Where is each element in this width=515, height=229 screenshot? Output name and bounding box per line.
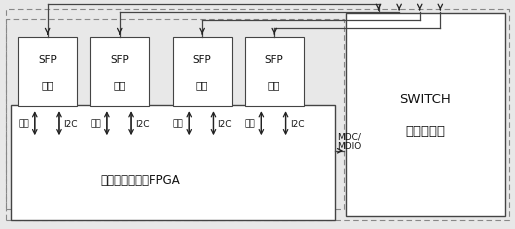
Bar [90, 38, 149, 106]
Bar [245, 38, 304, 106]
Text: SFP: SFP [110, 55, 129, 65]
Bar [346, 14, 505, 216]
Text: 主交换芯片: 主交换芯片 [405, 125, 445, 138]
Text: MDIO: MDIO [337, 141, 362, 150]
Text: 可编程逻辑器件FPGA: 可编程逻辑器件FPGA [101, 173, 181, 186]
Text: SFP: SFP [38, 55, 57, 65]
Text: 接口: 接口 [196, 80, 209, 90]
Text: I2C: I2C [289, 119, 304, 128]
Text: MDC/: MDC/ [337, 132, 361, 141]
Text: I2C: I2C [135, 119, 150, 128]
Text: SFP: SFP [193, 55, 212, 65]
Text: 接口: 接口 [41, 80, 54, 90]
Text: 接口: 接口 [268, 80, 281, 90]
Text: 在位: 在位 [90, 119, 101, 128]
Text: I2C: I2C [63, 119, 78, 128]
Bar [18, 38, 77, 106]
Text: I2C: I2C [217, 119, 232, 128]
Text: 在位: 在位 [173, 119, 183, 128]
Text: SWITCH: SWITCH [400, 93, 451, 106]
Bar [11, 105, 335, 220]
Text: 在位: 在位 [245, 119, 255, 128]
Text: 在位: 在位 [18, 119, 29, 128]
Text: SFP: SFP [265, 55, 284, 65]
Text: 接口: 接口 [113, 80, 126, 90]
Bar [6, 19, 344, 210]
Bar [173, 38, 232, 106]
